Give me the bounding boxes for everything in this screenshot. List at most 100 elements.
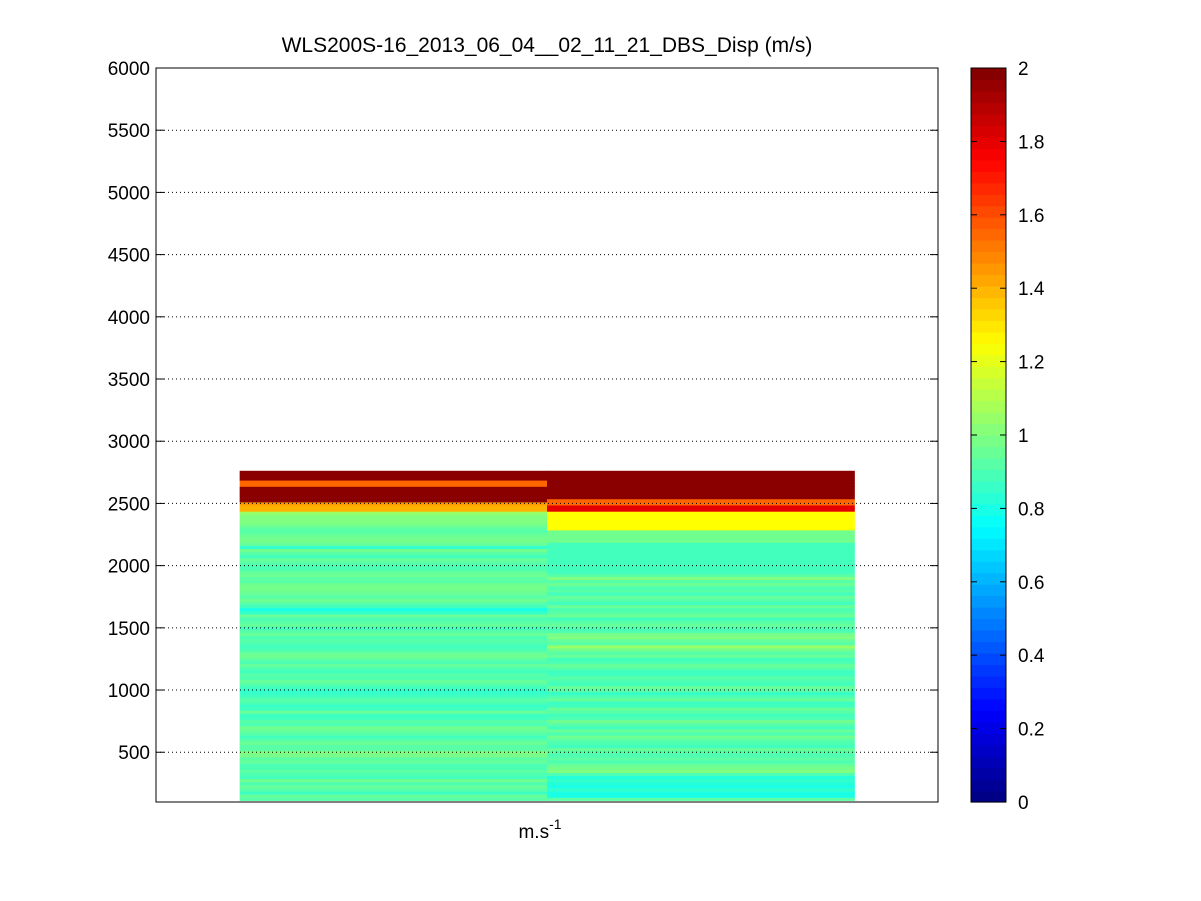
heatmap-cell — [547, 700, 855, 705]
heatmap-cell — [239, 588, 548, 593]
y-tick-label: 5000 — [108, 183, 150, 204]
heatmap-cell — [547, 629, 855, 633]
colorbar-band — [971, 308, 1006, 321]
y-tick-label: 3000 — [108, 432, 150, 453]
heatmap-cell — [239, 735, 548, 739]
heatmap-cell — [239, 756, 548, 761]
heatmap-cell — [547, 791, 855, 795]
heatmap-cell — [547, 713, 855, 717]
heatmap-cell — [547, 473, 855, 478]
heatmap-cell — [239, 663, 548, 668]
heatmap-cell — [547, 760, 855, 764]
heatmap-cell — [547, 573, 855, 578]
heatmap-cell — [547, 725, 855, 730]
colorbar-band — [971, 251, 1006, 264]
heatmap-cell — [547, 567, 855, 571]
heatmap-cell — [547, 679, 855, 683]
colorbar-band — [971, 159, 1006, 172]
heatmap-cell — [547, 707, 855, 711]
heatmap-cell — [547, 788, 855, 792]
colorbar-band — [971, 641, 1006, 654]
heatmap-cell — [547, 657, 855, 661]
colorbar-band — [971, 492, 1006, 505]
heatmap-cell — [239, 638, 548, 643]
heatmap-cell — [239, 657, 548, 661]
heatmap-cell — [239, 564, 548, 568]
heatmap-cell — [547, 666, 855, 671]
heatmap-cell — [239, 576, 548, 581]
heatmap-cell — [239, 592, 548, 596]
y-tick-label: 4000 — [108, 308, 150, 329]
colorbar-band — [971, 171, 1006, 184]
heatmap-cell — [239, 508, 548, 512]
heatmap-cell — [239, 778, 548, 783]
colorbar-band — [971, 446, 1006, 459]
heatmap-cell — [239, 476, 548, 481]
heatmap-cell — [547, 738, 855, 742]
heatmap-cell — [547, 663, 855, 668]
heatmap-cell — [547, 508, 855, 512]
heatmap-cell — [547, 520, 855, 525]
heatmap-cell — [239, 523, 548, 528]
colorbar-band — [971, 457, 1006, 471]
colorbar-band — [971, 412, 1006, 425]
colorbar-band — [971, 228, 1006, 241]
heatmap-cell — [239, 697, 548, 702]
heatmap-cell — [239, 685, 548, 689]
heatmap-cell — [547, 704, 855, 708]
colorbar-band — [971, 377, 1006, 390]
heatmap-cell — [239, 732, 548, 736]
heatmap-cell — [547, 638, 855, 643]
heatmap-cell — [547, 775, 855, 780]
y-tick-label: 500 — [118, 743, 150, 764]
heatmap-cell — [547, 526, 855, 531]
colorbar-band — [971, 262, 1006, 276]
heatmap-cell — [239, 573, 548, 578]
colorbar-band — [971, 331, 1006, 344]
heatmap-cell — [547, 517, 855, 522]
x-axis-label-base: m.s — [518, 822, 549, 843]
heatmap-cell — [547, 498, 855, 503]
axes-frame — [155, 67, 939, 803]
colorbar-band — [971, 354, 1006, 367]
colorbar-band — [971, 526, 1006, 539]
colorbar-band — [971, 607, 1006, 620]
heatmap-cell — [239, 520, 548, 525]
heatmap-cell — [547, 511, 855, 515]
colorbar-tick-label: 1.2 — [1018, 353, 1044, 374]
heatmap-cell — [239, 672, 548, 677]
colorbar-band — [971, 366, 1006, 379]
colorbar-tick-label: 0.6 — [1018, 573, 1044, 594]
heatmap-cells — [239, 470, 855, 801]
colorbar-band — [971, 217, 1006, 230]
heatmap-cell — [547, 766, 855, 770]
heatmap-cell — [239, 616, 548, 621]
heatmap-cell — [547, 769, 855, 773]
heatmap-cell — [547, 694, 855, 699]
heatmap-cell — [239, 501, 548, 506]
heatmap-cell — [547, 660, 855, 665]
heatmap-cell — [239, 514, 548, 518]
heatmap-cell — [547, 560, 855, 565]
heatmap-cell — [239, 632, 548, 637]
heatmap-cell — [547, 585, 855, 590]
heatmap-cell — [239, 470, 548, 475]
colorbar-band — [971, 68, 1006, 81]
heatmap-cell — [239, 713, 548, 717]
y-tick-label: 6000 — [108, 59, 150, 80]
colorbar-band — [971, 744, 1006, 757]
heatmap-cell — [239, 480, 548, 484]
colorbar-band — [971, 618, 1006, 631]
colorbar-band — [971, 767, 1006, 780]
heatmap-cell — [239, 753, 548, 758]
heatmap-cell — [547, 641, 855, 646]
heatmap-cell — [547, 545, 855, 550]
heatmap-cell — [547, 635, 855, 640]
heatmap-cell — [239, 545, 548, 550]
colorbar-band — [971, 675, 1006, 688]
heatmap-cell — [547, 570, 855, 574]
colorbar-band — [971, 503, 1006, 516]
heatmap-cell — [239, 526, 548, 531]
y-tick-label: 1000 — [108, 681, 150, 702]
heatmap-cell — [547, 632, 855, 637]
